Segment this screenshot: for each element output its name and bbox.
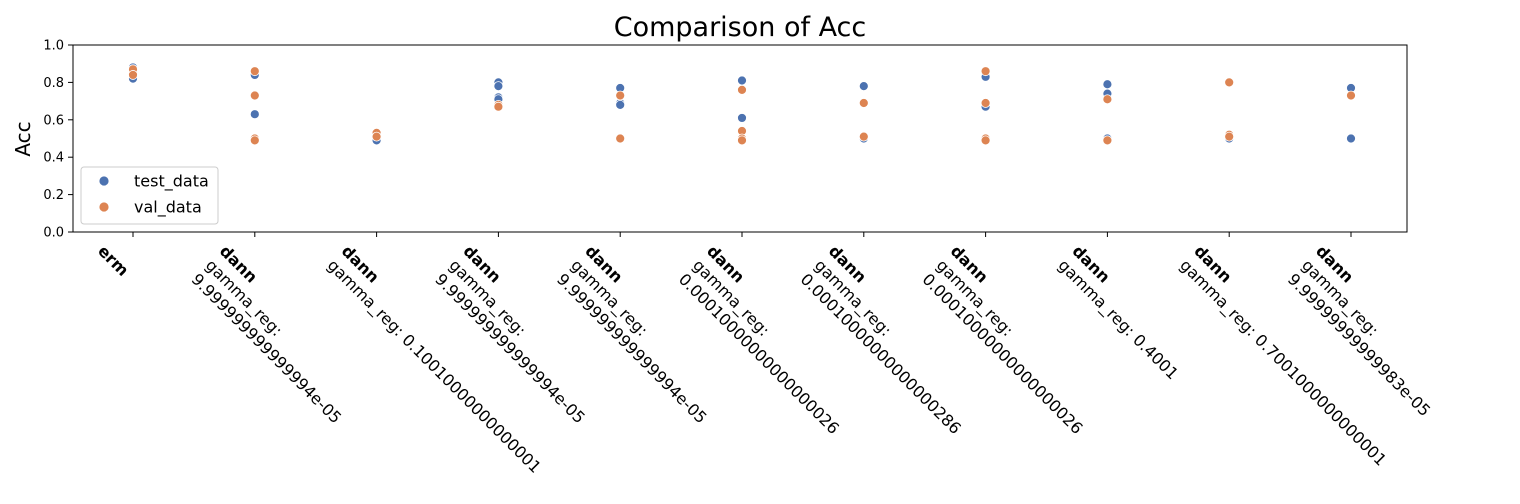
y-tick-label: 0.6 xyxy=(43,113,64,128)
point-val_data xyxy=(249,90,260,101)
x-tick-label: erm xyxy=(94,241,132,279)
point-val_data xyxy=(371,131,382,142)
legend-marker-val_data xyxy=(98,201,110,213)
point-val_data xyxy=(980,135,991,146)
point-test_data xyxy=(1102,79,1113,90)
point-test_data xyxy=(737,75,747,86)
x-axis: erm danngamma_reg:9.999999999999994e-05da… xyxy=(94,232,1434,478)
x-tick-param: gamma_reg: 0.7001000000000001 xyxy=(1176,256,1391,471)
point-val_data xyxy=(249,66,260,77)
legend-box xyxy=(80,166,219,225)
point-val_data xyxy=(1346,90,1356,101)
x-tick-method: erm xyxy=(94,241,132,279)
chart-title: Comparison of Acc xyxy=(614,12,867,43)
point-val_data xyxy=(1224,77,1235,88)
x-tick-param-line: 9.999999999999994e-05 xyxy=(188,270,346,428)
y-axis: 0.0 0.2 0.4 0.6 0.8 1.0 xyxy=(43,39,73,241)
point-test_data xyxy=(493,81,504,92)
point-val_data xyxy=(128,70,138,80)
point-val_data xyxy=(615,90,626,101)
point-val_data xyxy=(615,133,626,144)
point-test_data xyxy=(615,99,626,110)
point-test_data xyxy=(858,81,869,92)
plot-area xyxy=(72,44,1408,233)
legend: test_data val_data xyxy=(80,166,219,225)
point-val_data xyxy=(858,131,869,142)
point-val_data xyxy=(737,84,747,95)
y-tick-label: 0.2 xyxy=(43,188,64,203)
y-tick-label: 0.0 xyxy=(43,226,64,241)
y-axis-label: Acc xyxy=(11,121,35,156)
point-val_data xyxy=(858,98,869,108)
x-tick-label: danngamma_reg: 0.4001 xyxy=(1054,241,1197,384)
point-val_data xyxy=(737,135,747,146)
point-val_data xyxy=(980,98,991,108)
x-tick-param: gamma_reg: 0.4001 xyxy=(1054,256,1182,384)
legend-label-test_data: test_data xyxy=(134,172,209,192)
point-test_data xyxy=(1346,133,1356,144)
y-tick-label: 0.4 xyxy=(43,151,64,166)
point-test_data xyxy=(249,109,260,120)
legend-marker-test_data xyxy=(98,175,110,187)
point-val_data xyxy=(1224,131,1235,142)
point-val_data xyxy=(249,135,260,146)
x-tick-param: gamma_reg: 0.10010000000000001 xyxy=(323,256,545,478)
y-tick-label: 0.8 xyxy=(43,76,64,91)
legend-label-val_data: val_data xyxy=(134,198,202,218)
point-val_data xyxy=(980,66,991,77)
y-tick-label: 1.0 xyxy=(43,39,64,54)
point-test_data xyxy=(737,113,747,123)
point-val_data xyxy=(1102,135,1113,146)
data-points xyxy=(128,62,1356,146)
point-val_data xyxy=(493,101,504,112)
point-val_data xyxy=(1102,94,1113,105)
